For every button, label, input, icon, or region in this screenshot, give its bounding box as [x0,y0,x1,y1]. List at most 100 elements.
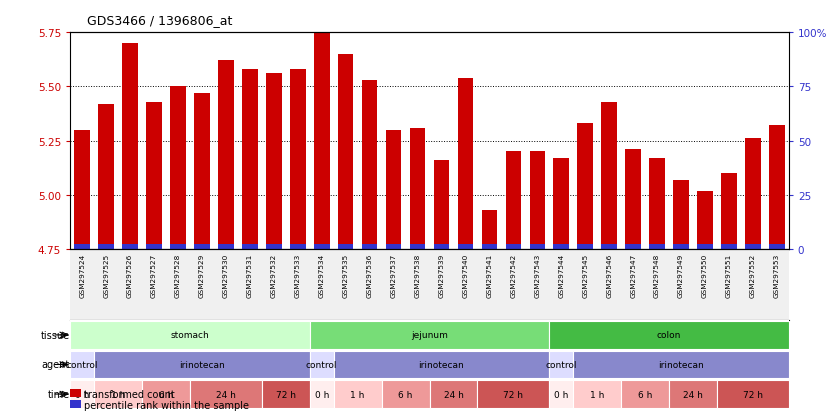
Text: GSM297528: GSM297528 [175,253,181,297]
Text: GSM297545: GSM297545 [582,253,588,297]
Bar [410,128,425,249]
Bar [410,245,425,249]
Text: GSM297553: GSM297553 [774,253,780,297]
Bar [673,180,689,249]
Bar [769,126,785,249]
Bar [262,380,310,408]
Text: GSM297541: GSM297541 [487,253,492,297]
Bar [553,159,569,249]
Bar [242,70,258,249]
Text: 0 h: 0 h [75,389,89,399]
Bar [673,245,689,249]
Text: GSM297539: GSM297539 [439,253,444,297]
Text: GSM297538: GSM297538 [415,253,420,297]
Bar [98,245,114,249]
Text: irinotecan: irinotecan [179,360,225,369]
Text: GSM297549: GSM297549 [678,253,684,297]
Bar [721,245,737,249]
Text: 6 h: 6 h [398,389,413,399]
Bar [94,380,142,408]
Bar [717,380,789,408]
Text: 72 h: 72 h [503,389,524,399]
Text: GSM297526: GSM297526 [127,253,133,297]
Bar [70,380,94,408]
Bar [458,245,473,249]
Text: 0 h: 0 h [315,389,329,399]
Bar [266,74,282,249]
Bar [697,191,713,249]
Text: GSM297547: GSM297547 [630,253,636,297]
Bar [529,152,545,249]
Text: 72 h: 72 h [743,389,763,399]
Text: 24 h: 24 h [444,389,463,399]
Text: GSM297531: GSM297531 [247,253,253,297]
Bar [314,245,330,249]
Text: GSM297534: GSM297534 [319,253,325,297]
Bar [310,380,334,408]
Bar [553,245,569,249]
Bar [434,245,449,249]
Bar [310,351,334,378]
Text: GSM297536: GSM297536 [367,253,373,297]
Text: 6 h: 6 h [638,389,653,399]
Bar [573,351,789,378]
Bar [190,380,262,408]
Text: 24 h: 24 h [683,389,703,399]
Text: GSM297546: GSM297546 [606,253,612,297]
Bar [458,78,473,249]
Bar [290,70,306,249]
Bar [94,351,310,378]
Text: agent: agent [41,360,69,370]
Bar [242,245,258,249]
Bar [549,380,573,408]
Bar [625,245,641,249]
Bar [194,94,210,249]
Bar [146,245,162,249]
Text: GSM297537: GSM297537 [391,253,396,297]
Bar [745,139,761,249]
Bar [621,380,669,408]
Bar [334,351,549,378]
Bar [577,124,593,249]
Text: colon: colon [657,330,681,339]
Bar [146,102,162,249]
Text: GSM297525: GSM297525 [103,253,109,297]
Bar [266,245,282,249]
Text: stomach: stomach [171,330,209,339]
Bar [194,245,210,249]
Text: GSM297527: GSM297527 [151,253,157,297]
Bar [170,245,186,249]
Text: GSM297540: GSM297540 [463,253,468,297]
Bar [573,380,621,408]
Text: irinotecan: irinotecan [658,360,704,369]
Bar [334,380,382,408]
Text: GSM297532: GSM297532 [271,253,277,297]
Bar [477,380,549,408]
Bar [382,380,430,408]
Bar [218,61,234,249]
Text: control: control [66,360,98,369]
Text: GSM297550: GSM297550 [702,253,708,297]
Bar [74,131,90,249]
Bar [649,245,665,249]
Text: GSM297524: GSM297524 [79,253,85,297]
Text: tissue: tissue [40,330,69,340]
Text: GSM297535: GSM297535 [343,253,349,297]
Text: jejunum: jejunum [411,330,448,339]
Bar [434,161,449,249]
Bar [218,245,234,249]
Text: time: time [47,389,69,399]
Text: GSM297530: GSM297530 [223,253,229,297]
Bar [549,351,573,378]
Bar [362,81,377,249]
Text: control: control [306,360,338,369]
Bar [669,380,717,408]
Bar [310,321,549,349]
Bar [122,44,138,249]
Text: GSM297544: GSM297544 [558,253,564,297]
Text: GSM297552: GSM297552 [750,253,756,297]
Bar [122,245,138,249]
Bar [625,150,641,249]
Bar [290,245,306,249]
Text: GSM297529: GSM297529 [199,253,205,297]
